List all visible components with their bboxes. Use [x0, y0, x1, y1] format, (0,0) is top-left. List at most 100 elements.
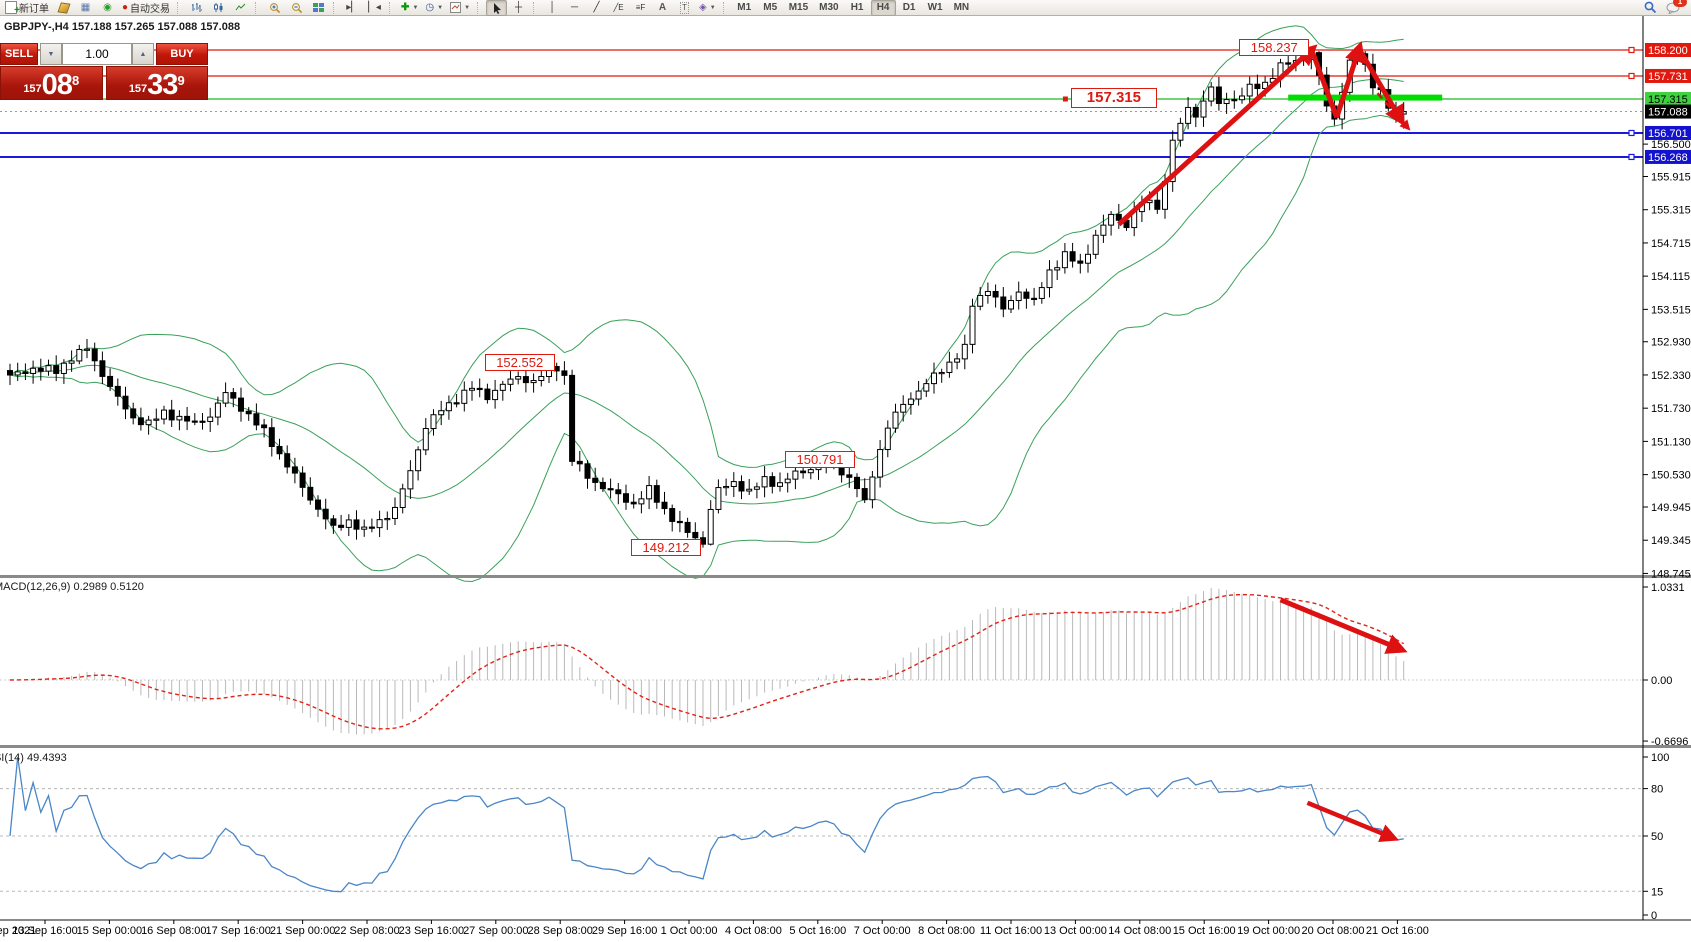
fibonacci-tool-button[interactable]: ≡F [630, 0, 651, 16]
new-order-button[interactable]: + 新订单 [2, 0, 52, 16]
line-handle[interactable] [1628, 129, 1635, 137]
hline-tool-button[interactable]: ─ [564, 0, 585, 16]
chevron-down-icon: ▼ [709, 4, 716, 11]
macd-name: MACD(12,26,9) [0, 581, 71, 593]
sell-button[interactable]: SELL [0, 43, 38, 65]
timeframe-button-m1[interactable]: M1 [737, 2, 752, 13]
chevron-down-icon: ▼ [412, 4, 419, 11]
timeframe-button-h4[interactable]: H4 [870, 0, 896, 16]
svg-text:154.115: 154.115 [1651, 271, 1690, 283]
price-annotation[interactable]: 152.552 [484, 353, 555, 371]
macd-signal-line [9, 593, 1405, 730]
annotation-handle[interactable] [1062, 96, 1068, 102]
price-axis[interactable]: 156.500 155.915 155.315 154.715 154.115 153.5… [1643, 43, 1691, 922]
price-annotation[interactable]: 157.315 [1070, 87, 1157, 108]
templates-button[interactable]: ▼ [447, 0, 473, 16]
svg-text:22 Sep 08:00: 22 Sep 08:00 [334, 925, 399, 937]
sell-price-panel[interactable]: 157 08 8 [0, 66, 103, 100]
svg-text:19 Oct 00:00: 19 Oct 00:00 [1237, 925, 1300, 937]
svg-text:158.200: 158.200 [1648, 45, 1688, 57]
autotrading-button[interactable]: ● 自动交易 [119, 0, 173, 16]
buy-price-panel[interactable]: 157 33 9 [105, 66, 208, 100]
support-zone-segment[interactable] [1288, 94, 1443, 101]
bar-chart-button[interactable] [186, 0, 207, 16]
rsi-value: 49.4393 [26, 752, 67, 764]
timeframe-button-h1[interactable]: H1 [850, 2, 864, 13]
volume-increase-button[interactable]: ▲ [132, 43, 154, 65]
svg-text:13 Oct 00:00: 13 Oct 00:00 [1044, 925, 1107, 937]
shapes-tool-button[interactable]: ◈ ▼ [696, 0, 719, 16]
svg-text:151.730: 151.730 [1651, 403, 1691, 415]
svg-text:17 Sep 16:00: 17 Sep 16:00 [205, 925, 270, 937]
label-tool-button[interactable]: T [674, 0, 695, 16]
candlestick-button[interactable] [208, 0, 229, 16]
chart-styles-button[interactable] [53, 0, 74, 16]
line-chart-button[interactable] [230, 0, 251, 16]
line-handle[interactable] [1628, 153, 1635, 161]
new-order-label: 新订单 [19, 4, 49, 15]
timeframe-button-m30[interactable]: M30 [819, 2, 839, 13]
line-handle[interactable] [1628, 72, 1635, 80]
trendline-tool-button[interactable]: ╱ [586, 0, 607, 16]
line-handle[interactable] [1628, 46, 1635, 54]
timeframe-button-m5[interactable]: M5 [763, 2, 778, 13]
svg-text:15 Sep 00:00: 15 Sep 00:00 [77, 925, 142, 937]
volume-decrease-button[interactable]: ▼ [40, 43, 62, 65]
chevron-down-icon: ▼ [464, 4, 471, 11]
cursor-tool-button[interactable] [486, 0, 508, 16]
candlestick-icon [214, 3, 223, 12]
rsi-indicator-label: RSI(14) 49.4393 [0, 752, 67, 764]
vline-tool-button[interactable]: │ [542, 0, 563, 16]
crosshair-tool-button[interactable]: ┼ [508, 0, 529, 16]
svg-text:80: 80 [1651, 784, 1663, 796]
timeframe-button-w1[interactable]: W1 [927, 2, 943, 13]
svg-text:157.088: 157.088 [1648, 107, 1688, 119]
svg-text:155.915: 155.915 [1651, 171, 1691, 183]
svg-text:11 Oct 16:00: 11 Oct 16:00 [980, 925, 1042, 937]
chart-shift-button[interactable]: ▏◂ [364, 0, 385, 16]
channel-tool-button[interactable]: ╱E [608, 0, 629, 16]
svg-text:0: 0 [1651, 910, 1657, 922]
signals-button[interactable]: ◉ [97, 0, 118, 16]
price-annotation[interactable]: 158.237 [1239, 38, 1310, 56]
toolbar-separator [389, 1, 394, 14]
auto-scroll-button[interactable]: ▸▏ [342, 0, 363, 16]
tile-windows-button[interactable] [308, 0, 329, 16]
zoom-out-button[interactable] [286, 0, 307, 16]
timeframe-button-m15[interactable]: M15 [788, 2, 809, 13]
price-annotation[interactable]: 149.212 [631, 538, 701, 556]
notifications-button[interactable]: 1 [1662, 0, 1687, 16]
periods-button[interactable]: ◷ ▼ [422, 0, 446, 16]
search-button[interactable] [1640, 0, 1661, 16]
svg-text:150.530: 150.530 [1651, 470, 1691, 482]
svg-text:8 Sep 2021: 8 Sep 2021 [0, 925, 36, 937]
svg-text:148.745: 148.745 [1651, 568, 1691, 580]
buy-button[interactable]: BUY [156, 43, 208, 65]
shapes-icon: ◈ [699, 1, 707, 13]
toolbar-separator [477, 1, 482, 14]
trend-arrows[interactable] [1117, 40, 1411, 843]
pane-separator[interactable] [0, 575, 1691, 578]
price-annotation[interactable]: 150.791 [785, 451, 855, 469]
buy-price-prefix: 157 [128, 83, 148, 95]
toolbar: + 新订单 ▦ ◉ ● 自动交易 ▸▏ ▏◂ ✚ ▼ ◷ ▼ ▼ ┼ │ ─ ╱ ╱… [0, 0, 1691, 16]
volume-input[interactable] [62, 43, 132, 65]
svg-text:28 Sep 08:00: 28 Sep 08:00 [527, 925, 592, 937]
pane-separator[interactable] [0, 745, 1691, 748]
symbol-info: GBPJPY-,H4 157.188 157.265 157.088 157.0… [4, 21, 241, 33]
svg-text:152.930: 152.930 [1651, 337, 1691, 349]
chart-windows-button[interactable]: ▦ [75, 0, 96, 16]
equidistant-channel-icon: ╱E [613, 2, 624, 12]
timeframe-button-mn[interactable]: MN [953, 2, 970, 13]
timeframe-button-d1[interactable]: D1 [902, 2, 916, 13]
one-click-trading-widget: SELL ▼ ▲ BUY 157 08 8 157 33 9 [0, 43, 208, 100]
svg-text:0.00: 0.00 [1651, 675, 1672, 687]
text-tool-button[interactable]: A [652, 0, 673, 16]
zoom-in-button[interactable] [264, 0, 285, 16]
search-icon [1644, 1, 1657, 14]
indicators-button[interactable]: ✚ ▼ [398, 0, 421, 16]
svg-text:7 Oct 00:00: 7 Oct 00:00 [854, 925, 911, 937]
svg-text:5 Oct 16:00: 5 Oct 16:00 [789, 925, 846, 937]
